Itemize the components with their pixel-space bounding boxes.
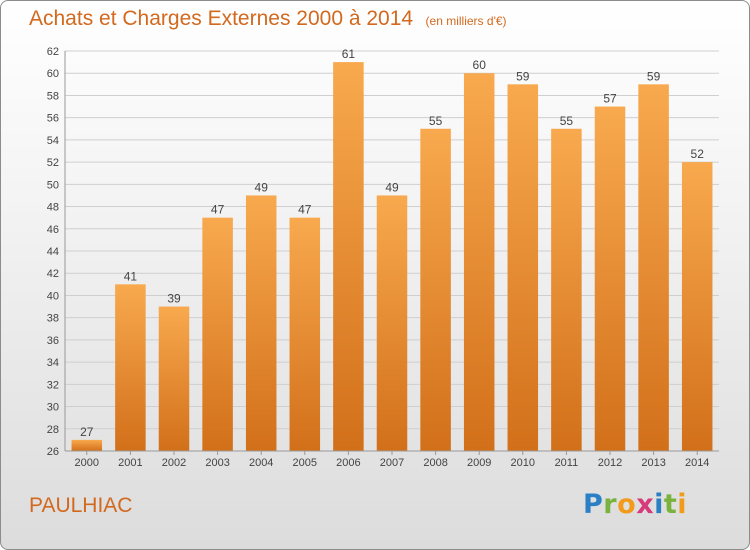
x-tick-label-2009: 2009	[467, 457, 491, 469]
value-label-2007: 49	[385, 180, 399, 194]
value-label-2004: 49	[255, 180, 269, 194]
value-label-2006: 61	[342, 47, 356, 61]
bar-2013	[638, 84, 669, 451]
y-tick-label: 32	[47, 379, 59, 391]
x-tick-label-2002: 2002	[162, 457, 186, 469]
y-tick-label: 42	[47, 268, 59, 280]
value-label-2013: 59	[647, 69, 661, 83]
value-label-2003: 47	[211, 203, 225, 217]
logo-letter: P	[583, 489, 604, 520]
place-name: PAULHIAC	[29, 494, 133, 517]
bar-2000	[71, 439, 103, 451]
x-tick-label-2006: 2006	[336, 457, 360, 469]
y-tick-label: 40	[47, 290, 59, 302]
value-label-2011: 55	[560, 114, 574, 128]
y-tick-label: 52	[47, 157, 59, 169]
y-tick-label: 38	[47, 313, 59, 325]
logo-letter: r	[603, 489, 618, 520]
x-tick-label-2008: 2008	[423, 457, 447, 469]
y-tick-label: 36	[47, 335, 59, 347]
value-label-2000: 27	[80, 425, 94, 439]
x-tick-label-2000: 2000	[75, 457, 99, 469]
y-tick-label: 60	[47, 68, 59, 80]
y-tick-label: 28	[47, 424, 59, 436]
logo-letter: x	[636, 489, 655, 520]
bar-2002	[158, 306, 190, 451]
axes: 26 28 30 32 34 36 38 40 42 44 46 48 50 52 54 56 58 60 62 20…	[47, 46, 719, 469]
value-label-2008: 55	[429, 114, 443, 128]
y-tick-label: 48	[47, 202, 59, 214]
proxiti-logo: Proxiti	[583, 489, 687, 520]
x-tick-label-2014: 2014	[685, 457, 709, 469]
y-tick-label: 34	[47, 357, 59, 369]
value-labels: 27 41 39 47 49 47 61 49 55 60 59 55 57 59 52	[80, 47, 704, 439]
y-tick-label: 50	[47, 179, 59, 191]
x-tick-label-2010: 2010	[511, 457, 535, 469]
bar-2004	[245, 195, 277, 451]
chart-subtitle: (en milliers d'€)	[425, 14, 507, 28]
bar-2012	[594, 106, 626, 452]
x-tick-label-2011: 2011	[555, 457, 579, 469]
logo-letter: t	[663, 489, 678, 520]
title-row: Achats et Charges Externes 2000 à 2014 (…	[29, 7, 507, 31]
logo-letter: i	[654, 489, 664, 520]
y-tick-label: 44	[47, 246, 59, 258]
x-tick-label-2001: 2001	[118, 457, 142, 469]
bar-2003	[202, 217, 233, 451]
bar-2014	[681, 162, 713, 451]
bar-2009	[463, 73, 495, 451]
bar-2008	[420, 128, 451, 451]
logo-letter: o	[617, 489, 637, 520]
value-label-2009: 60	[473, 58, 487, 72]
x-tick-label-2003: 2003	[205, 457, 229, 469]
chart-title: Achats et Charges Externes 2000 à 2014	[29, 7, 414, 30]
bar-2007	[376, 195, 408, 451]
bar-2005	[289, 217, 321, 451]
x-tick-label-2005: 2005	[293, 457, 317, 469]
value-label-2001: 41	[124, 269, 138, 283]
y-tick-label: 54	[47, 135, 59, 147]
value-label-2005: 47	[298, 203, 312, 217]
logo-letter: i	[677, 489, 688, 520]
x-tick-label-2013: 2013	[641, 457, 665, 469]
bar-2001	[115, 284, 146, 451]
y-tick-label: 30	[47, 402, 59, 414]
y-tick-label: 62	[47, 46, 59, 58]
bar-2006	[333, 62, 364, 451]
value-label-2014: 52	[691, 147, 705, 161]
x-tick-label-2012: 2012	[598, 457, 622, 469]
x-tick-label-2007: 2007	[380, 457, 404, 469]
bar-2011	[551, 128, 582, 451]
value-label-2012: 57	[603, 92, 617, 106]
y-tick-label: 56	[47, 113, 59, 125]
x-tick-label-2004: 2004	[249, 457, 273, 469]
value-label-2002: 39	[167, 292, 181, 306]
value-label-2010: 59	[516, 69, 530, 83]
y-tick-label: 26	[47, 446, 59, 458]
bar-2010	[507, 84, 539, 451]
y-tick-label: 46	[47, 224, 59, 236]
y-tick-label: 58	[47, 90, 59, 102]
bars	[71, 62, 713, 452]
